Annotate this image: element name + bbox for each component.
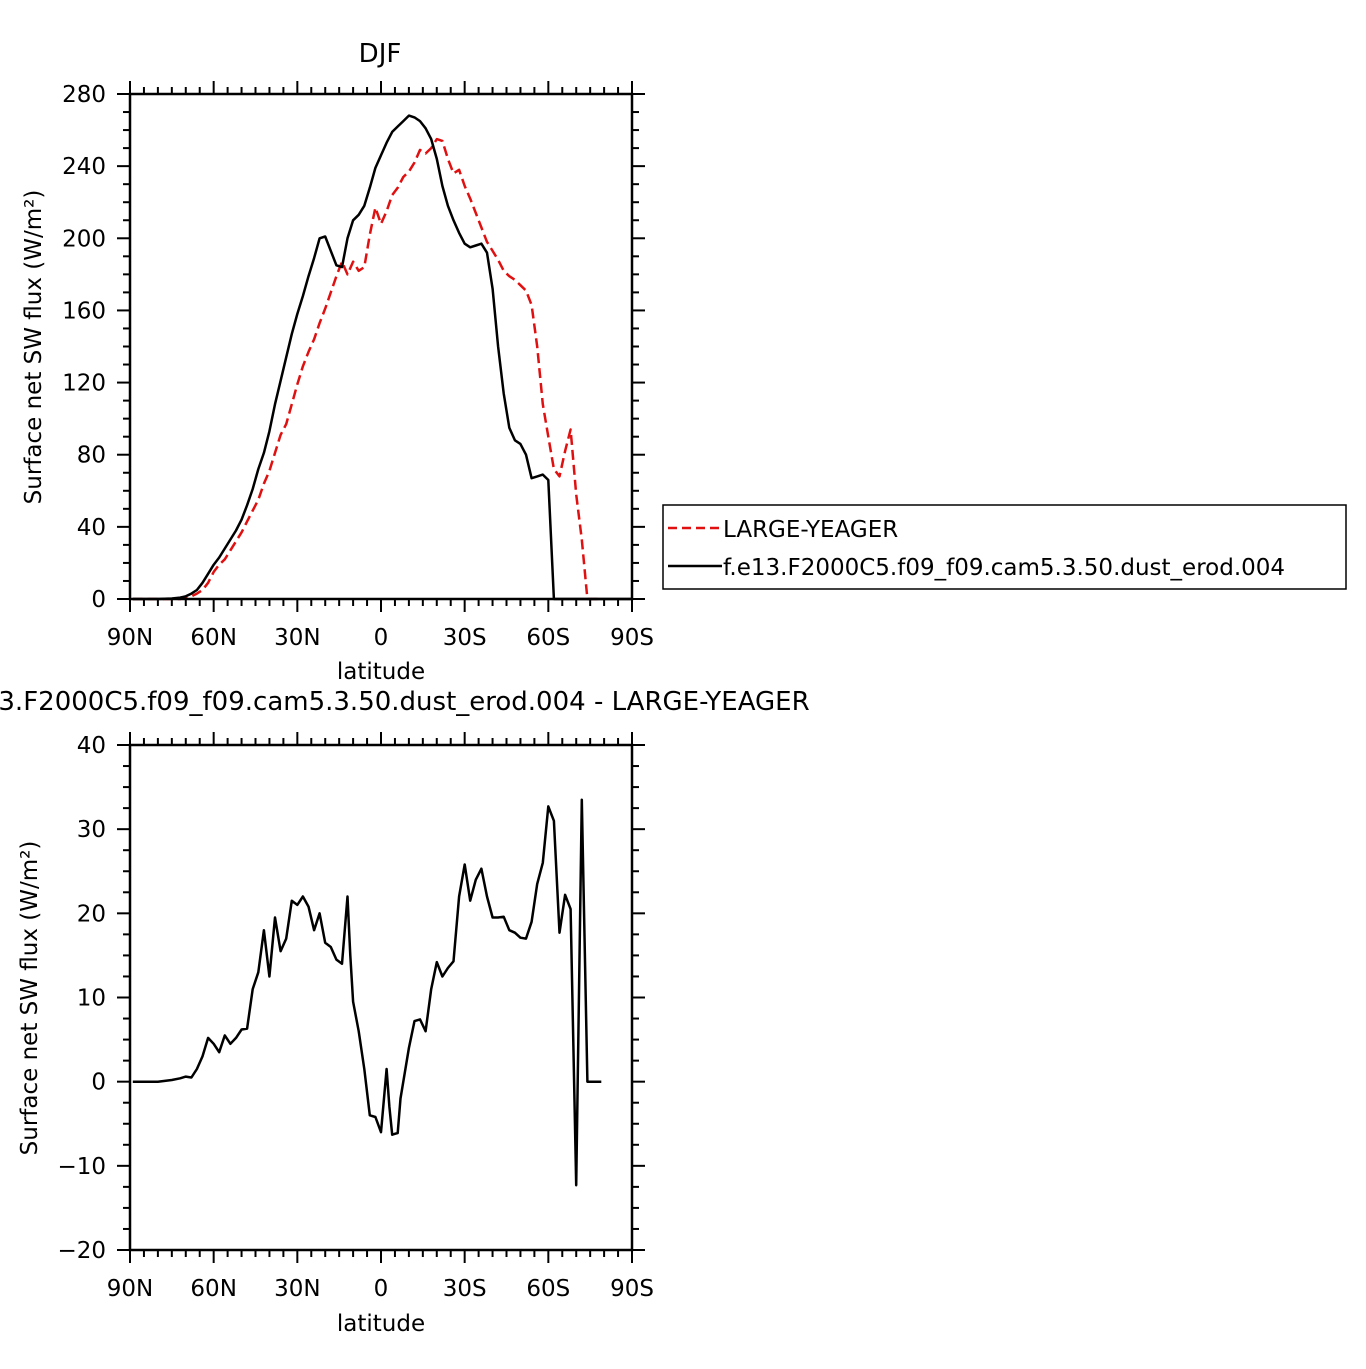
bottom-x-tick-label: 30N <box>274 1276 320 1302</box>
bottom-series-group <box>132 798 602 1187</box>
top-series-group <box>132 114 632 601</box>
top-series-line-2 <box>132 114 632 601</box>
top-plot-frame <box>128 92 634 601</box>
bottom-y-tick-label: 40 <box>77 733 106 759</box>
legend-label-cam5: f.e13.F2000C5.f09_f09.cam5.3.50.dust_ero… <box>723 555 1285 581</box>
top-y-tick-label: 280 <box>62 82 106 108</box>
bottom-x-tick-label: 60S <box>526 1276 570 1302</box>
bottom-y-tick-label: 20 <box>77 901 106 927</box>
bottom-y-tick-label: 0 <box>91 1070 106 1096</box>
bottom-x-tick-label: 90N <box>107 1276 153 1302</box>
bottom-x-tick-label: 90S <box>610 1276 654 1302</box>
top-series-line-1 <box>132 137 602 601</box>
top-y-tick-label: 240 <box>62 154 106 180</box>
bottom-y-tick-label: 10 <box>77 986 106 1012</box>
top-y-axis-label: Surface net SW flux (W/m²) <box>21 190 47 505</box>
top-x-tick-label: 90N <box>107 625 153 651</box>
bottom-x-tick-label: 60N <box>190 1276 236 1302</box>
top-y-tick-label: 200 <box>62 226 106 252</box>
bottom-y-tick-label: 30 <box>77 817 106 843</box>
bottom-axis-ticks: 90N 60N 30N 0 30S 60S 90S −20 −10 0 10 20 30 40 <box>57 732 654 1302</box>
legend-box <box>662 504 1347 590</box>
top-axis-ticks: 90N 60N 30N 0 30S 60S 90S 0 40 80 120 160 200 240 280 <box>62 81 654 651</box>
top-y-tick-label: 80 <box>77 443 106 469</box>
legend-label-large-yeager: LARGE-YEAGER <box>723 517 898 543</box>
bottom-y-axis-label: Surface net SW flux (W/m²) <box>17 841 43 1156</box>
top-x-tick-label: 60N <box>190 625 236 651</box>
legend: LARGE-YEAGER f.e13.F2000C5.f09_f09.cam5.… <box>662 504 1347 590</box>
top-y-tick-label: 40 <box>77 515 106 541</box>
top-y-tick-label: 160 <box>62 298 106 324</box>
bottom-panel: f.e13.F2000C5.f09_f09.cam5.3.50.dust_ero… <box>0 687 810 1337</box>
bottom-x-tick-label: 0 <box>374 1276 389 1302</box>
top-x-axis-label: latitude <box>337 659 425 685</box>
bottom-y-tick-label: −10 <box>57 1154 106 1180</box>
bottom-series-line-1 <box>132 798 602 1187</box>
bottom-plot-frame <box>128 743 634 1252</box>
bottom-x-axis-label: latitude <box>337 1311 425 1337</box>
top-x-tick-label: 60S <box>526 625 570 651</box>
top-y-tick-label: 120 <box>62 371 106 397</box>
bottom-y-tick-label: −20 <box>57 1238 106 1264</box>
bottom-x-tick-label: 30S <box>443 1276 487 1302</box>
top-y-tick-label: 0 <box>91 587 106 613</box>
top-x-tick-label: 90S <box>610 625 654 651</box>
top-panel: DJF 90N 60N 30N 0 30S 60S 90S 0 40 80 120 160 200 240… <box>21 39 654 685</box>
top-x-tick-label: 0 <box>374 625 389 651</box>
top-x-tick-label: 30N <box>274 625 320 651</box>
top-chart-title: DJF <box>359 39 402 69</box>
top-x-tick-label: 30S <box>443 625 487 651</box>
bottom-chart-title: f.e13.F2000C5.f09_f09.cam5.3.50.dust_ero… <box>0 687 810 717</box>
